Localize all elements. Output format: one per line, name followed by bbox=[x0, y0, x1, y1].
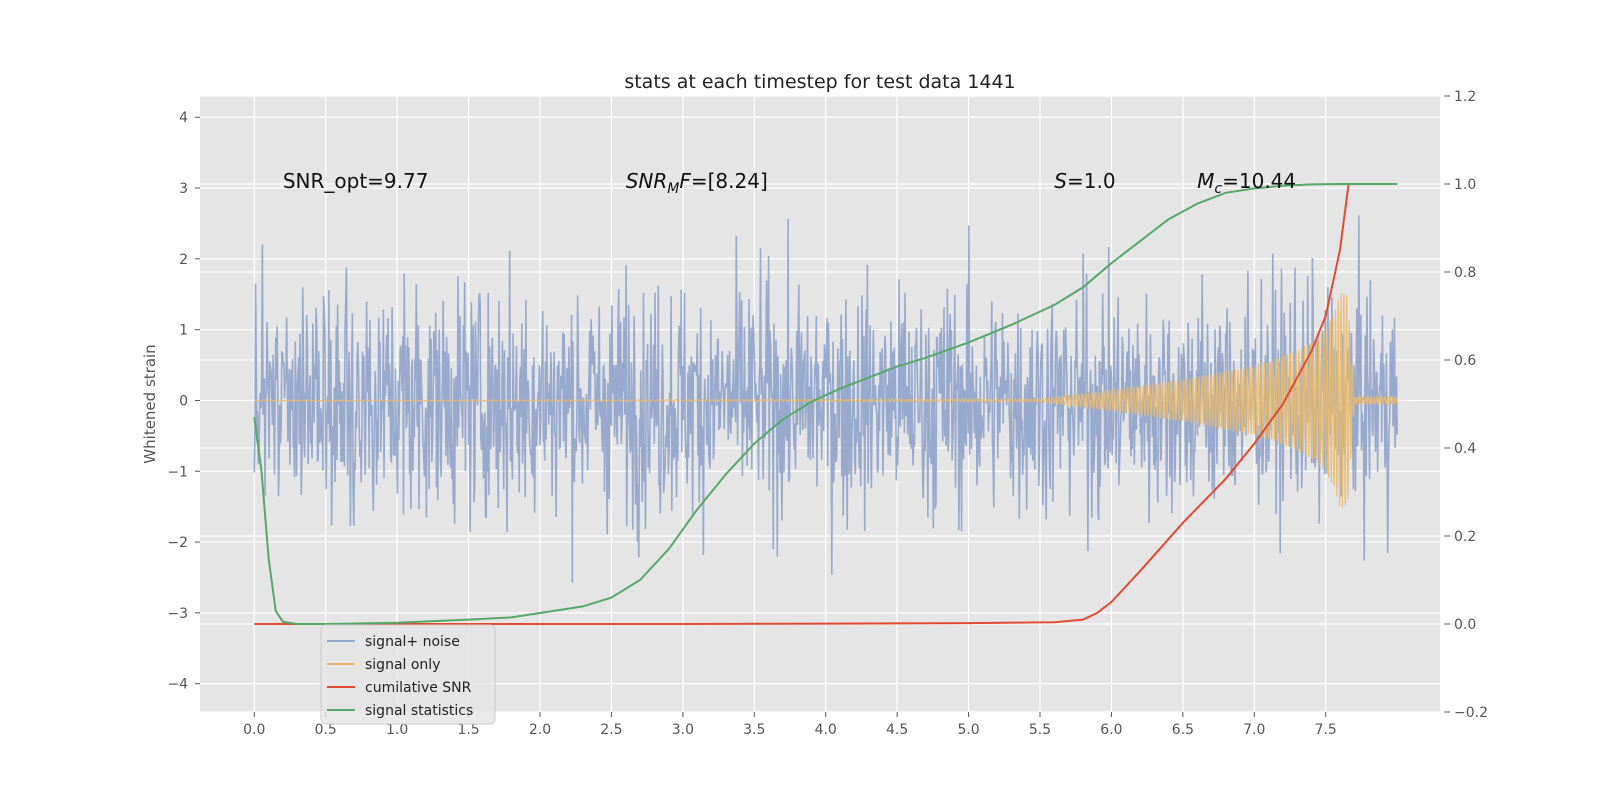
y-tick-label: 0 bbox=[179, 393, 188, 409]
y2-tick-label: 0.6 bbox=[1454, 353, 1476, 369]
annotation-snr-mf: SNRMF=[8.24] bbox=[626, 169, 768, 197]
x-tick-label: 0.0 bbox=[243, 722, 265, 738]
y-tick-label: −2 bbox=[167, 535, 188, 551]
x-tick-label: 1.0 bbox=[386, 722, 408, 738]
legend: signal+ noise signal only cumilative SNR si… bbox=[320, 624, 496, 725]
y2-tick-label: −0.2 bbox=[1454, 705, 1488, 721]
legend-box bbox=[320, 624, 496, 725]
series-lines bbox=[253, 183, 1398, 625]
x-tick-label: 2.0 bbox=[529, 722, 551, 738]
x-tick-label: 6.5 bbox=[1172, 722, 1194, 738]
x-tick-label: 7.0 bbox=[1243, 722, 1265, 738]
legend-label: signal only bbox=[365, 657, 440, 673]
y2-tick-label: 1.2 bbox=[1454, 89, 1476, 105]
x-tick-label: 0.5 bbox=[315, 722, 337, 738]
annotation-mc: Mc=10.44 bbox=[1197, 169, 1296, 197]
legend-label: signal statistics bbox=[365, 703, 473, 719]
y-tick-label: −1 bbox=[167, 464, 188, 480]
annotation-s: S=1.0 bbox=[1054, 169, 1115, 193]
y-tick-label: 1 bbox=[179, 323, 188, 339]
annotation-snr-opt: SNR_opt=9.77 bbox=[283, 169, 429, 193]
y2-tick-label: 0.2 bbox=[1454, 529, 1476, 545]
y-tick-label: −3 bbox=[167, 606, 188, 622]
chart-title: stats at each timestep for test data 144… bbox=[624, 71, 1015, 93]
y2-tick-label: 0.4 bbox=[1454, 441, 1476, 457]
legend-label: signal+ noise bbox=[365, 634, 460, 650]
y-tick-label: −4 bbox=[167, 677, 188, 693]
y2-tick-label: 1.0 bbox=[1454, 177, 1476, 193]
signal-only-line bbox=[254, 293, 1398, 509]
y2-tick-label: 0.0 bbox=[1454, 617, 1476, 633]
x-tick-label: 7.5 bbox=[1315, 722, 1337, 738]
x-tick-label: 4.0 bbox=[815, 722, 837, 738]
legend-label: cumilative SNR bbox=[365, 680, 472, 696]
series-signal-only bbox=[254, 293, 1398, 509]
x-tick-label: 5.5 bbox=[1029, 722, 1051, 738]
annotations: SNR_opt=9.77 SNRMF=[8.24] S=1.0 Mc=10.44 bbox=[283, 169, 1296, 197]
x-tick-label: 1.5 bbox=[457, 722, 479, 738]
y-axis-label: Whitened strain bbox=[141, 344, 159, 463]
grid bbox=[200, 95, 1440, 713]
noise-line bbox=[253, 215, 1398, 583]
x-tick-label: 2.5 bbox=[600, 722, 622, 738]
y-tick-label: 2 bbox=[179, 252, 188, 268]
x-tick-label: 3.0 bbox=[672, 722, 694, 738]
x-tick-label: 3.5 bbox=[743, 722, 765, 738]
axes: 0.0 0.5 1.0 1.5 2.0 2.5 3.0 3.5 4.0 4.5 5.0 5.5 6.0 6… bbox=[167, 89, 1488, 738]
x-tick-label: 4.5 bbox=[886, 722, 908, 738]
signal-statistics-line bbox=[253, 183, 1398, 625]
x-tick-label: 5.0 bbox=[957, 722, 979, 738]
cumilative-snr-line bbox=[254, 183, 1398, 625]
y-tick-label: 3 bbox=[179, 181, 188, 197]
series-signal-noise bbox=[253, 215, 1398, 583]
x-tick-label: 6.0 bbox=[1100, 722, 1122, 738]
y-tick-label: 4 bbox=[179, 110, 188, 126]
y2-tick-label: 0.8 bbox=[1454, 265, 1476, 281]
